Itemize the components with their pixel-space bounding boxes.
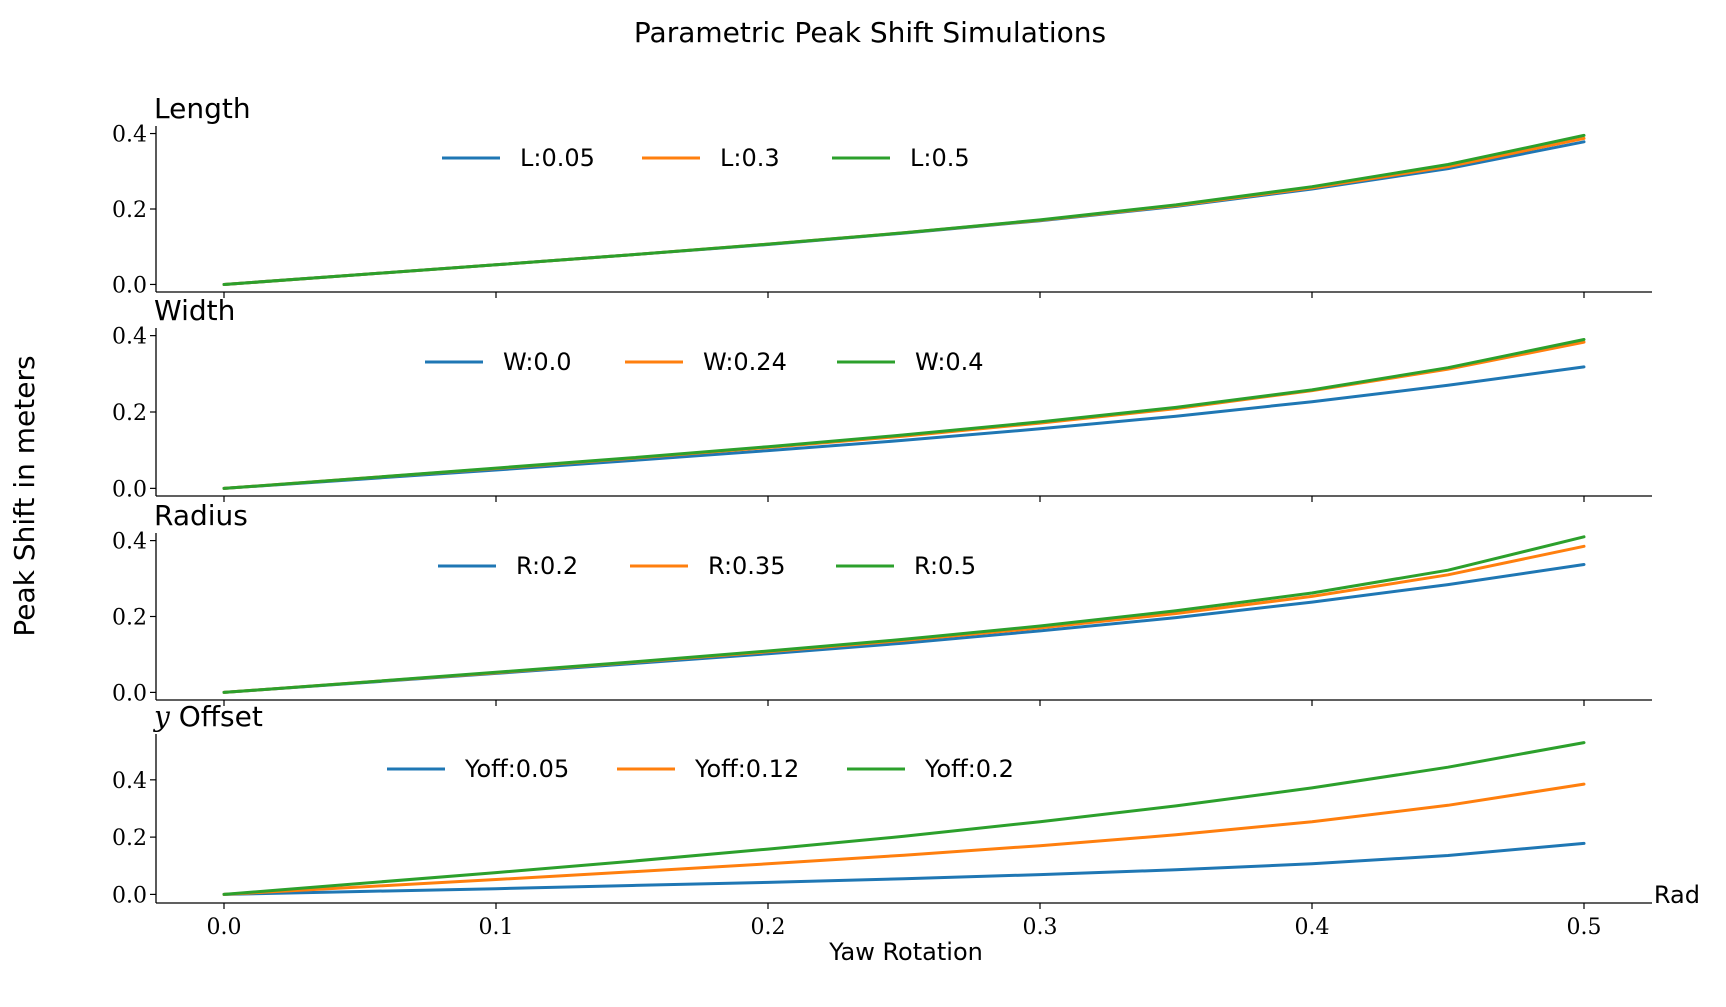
- y-tick-label: 0.2: [112, 606, 147, 631]
- y-tick-label: 0.2: [112, 198, 147, 223]
- legend-label: W:0.0: [503, 348, 572, 376]
- legend-label: W:0.24: [703, 348, 787, 376]
- figure-xlabel: Yaw Rotation: [828, 938, 983, 966]
- subplot-title: Length: [154, 92, 251, 125]
- legend-entry: W:0.24: [625, 348, 787, 376]
- subplot-panels: Length 0.0 0.2 0.4 L:0.05 L:0.3 L:0.5 Width 0.0 0…: [112, 92, 1652, 940]
- subplot-title: y Offset: [152, 700, 263, 733]
- x-tick-label: 0.1: [479, 915, 514, 940]
- subplot-2: Width 0.0 0.2 0.4 W:0.0 W:0.24 W:0.4: [112, 294, 1652, 502]
- y-tick-label: 0.4: [112, 123, 147, 148]
- legend-entry: W:0.0: [425, 348, 572, 376]
- legend-label: Yoff:0.2: [924, 755, 1014, 783]
- y-tick-label: 0.4: [112, 769, 147, 794]
- y-tick-label: 0.0: [112, 883, 147, 908]
- legend-label: Yoff:0.05: [464, 755, 569, 783]
- legend-entry: R:0.2: [438, 552, 578, 580]
- legend-label: L:0.3: [720, 144, 780, 172]
- y-tick-label: 0.4: [112, 325, 147, 350]
- legend-label: R:0.2: [516, 552, 578, 580]
- x-tick-label: 0.2: [751, 915, 786, 940]
- legend-entry: R:0.35: [630, 552, 785, 580]
- legend-entry: L:0.05: [442, 144, 595, 172]
- y-tick-label: 0.0: [112, 477, 147, 502]
- legend-label: L:0.5: [910, 144, 970, 172]
- x-tick-label: 0.5: [1567, 915, 1602, 940]
- y-tick-label: 0.2: [112, 826, 147, 851]
- legend-label: L:0.05: [520, 144, 595, 172]
- legend-label: R:0.35: [708, 552, 785, 580]
- legend-entry: W:0.4: [837, 348, 984, 376]
- legend-entry: L:0.3: [642, 144, 780, 172]
- figure-ylabel: Peak Shift in meters: [8, 355, 41, 636]
- y-tick-label: 0.2: [112, 401, 147, 426]
- legend-label: Yoff:0.12: [694, 755, 799, 783]
- legend-entry: Yoff:0.12: [617, 755, 799, 783]
- series-line-r0.5: [222, 535, 1586, 694]
- x-tick-label: 0.3: [1023, 915, 1058, 940]
- subplot-title: Width: [154, 294, 235, 327]
- legend-label: R:0.5: [914, 552, 976, 580]
- subplot-3: Radius 0.0 0.2 0.4 R:0.2 R:0.35 R:0.5: [112, 499, 1652, 706]
- series-line-yoff0.05: [222, 841, 1586, 896]
- subplot-1: Length 0.0 0.2 0.4 L:0.05 L:0.3 L:0.5: [112, 92, 1652, 298]
- x-tick-label: 0.0: [207, 915, 242, 940]
- figure-title: Parametric Peak Shift Simulations: [634, 16, 1106, 49]
- legend-entry: R:0.5: [836, 552, 976, 580]
- legend-entry: L:0.5: [832, 144, 970, 172]
- subplot-4: y Offset 0.0 0.2 0.4 0.0 0.1 0.2 0.3 0.4 0.5 Yoff:…: [112, 700, 1652, 940]
- legend-label: W:0.4: [915, 348, 984, 376]
- y-tick-label: 0.4: [112, 530, 147, 555]
- subplot-title: Radius: [154, 499, 248, 532]
- y-tick-label: 0.0: [112, 681, 147, 706]
- series-line-yoff0.12: [222, 782, 1586, 896]
- legend-entry: Yoff:0.2: [847, 755, 1014, 783]
- legend: Yoff:0.05 Yoff:0.12 Yoff:0.2: [387, 755, 1014, 783]
- legend: R:0.2 R:0.35 R:0.5: [438, 552, 976, 580]
- x-unit-label: Rad: [1654, 881, 1700, 909]
- series-line-w0.4: [222, 338, 1586, 490]
- legend: W:0.0 W:0.24 W:0.4: [425, 348, 984, 376]
- x-tick-label: 0.4: [1295, 915, 1330, 940]
- legend-entry: Yoff:0.05: [387, 755, 569, 783]
- series-line-yoff0.2: [222, 741, 1586, 896]
- series-line-l0.5: [222, 133, 1586, 286]
- y-tick-label: 0.0: [112, 273, 147, 298]
- legend: L:0.05 L:0.3 L:0.5: [442, 144, 970, 172]
